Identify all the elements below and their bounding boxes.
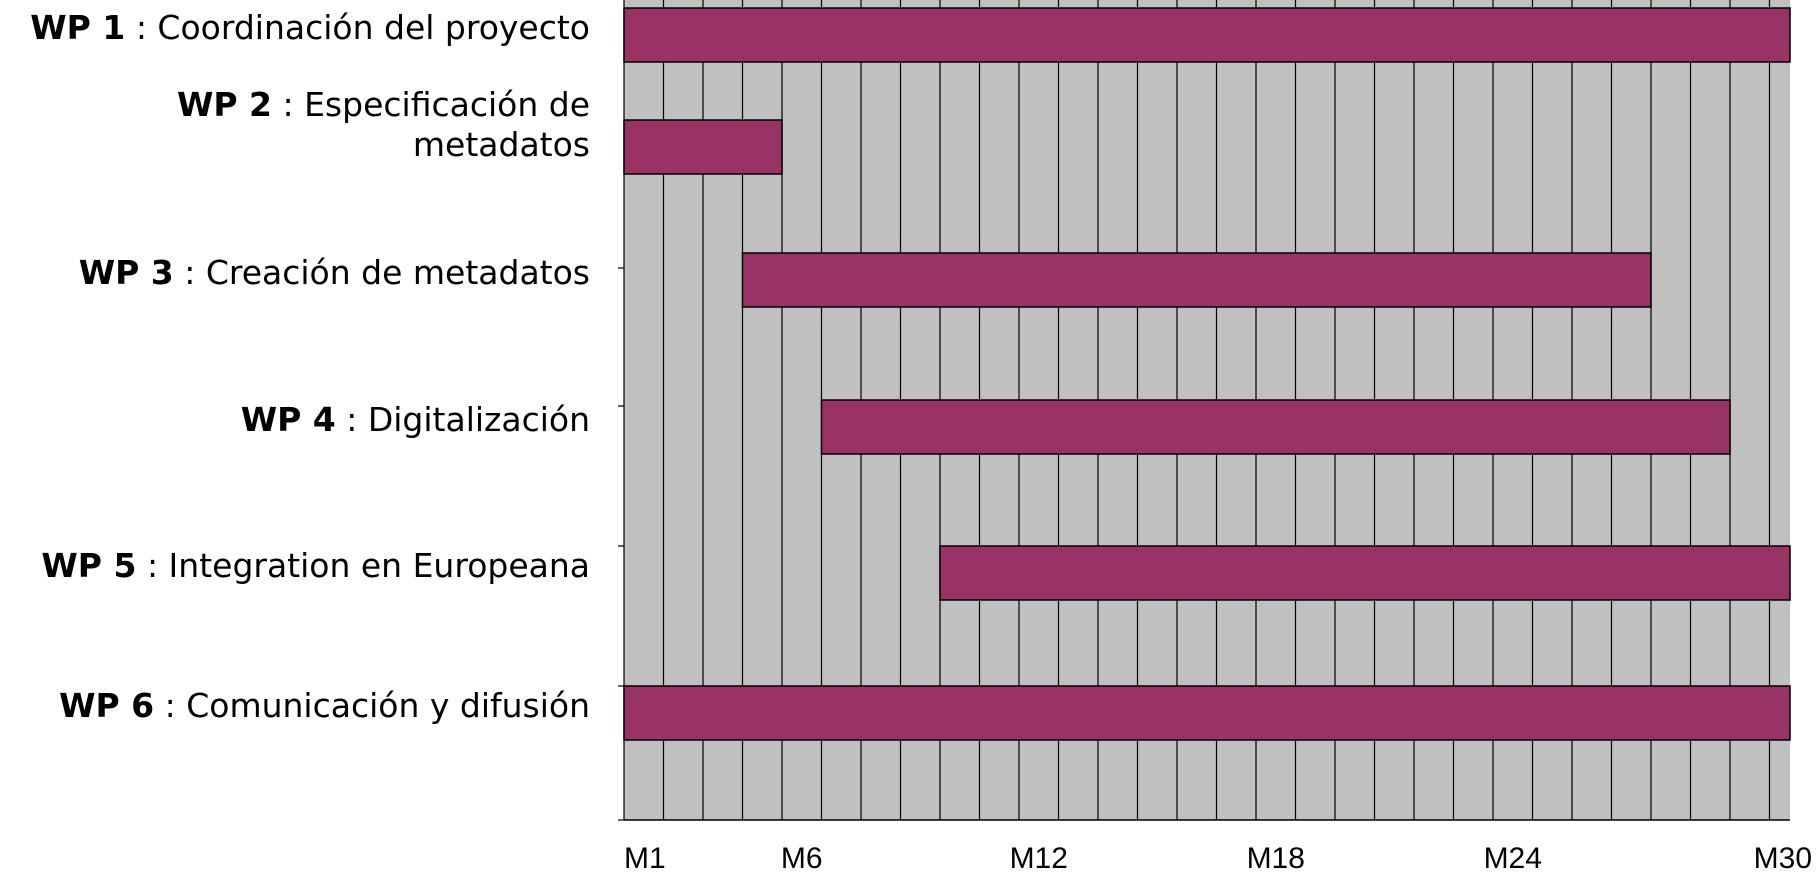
task-bar-wp5 — [939, 545, 1791, 601]
task-bar-wp2 — [623, 119, 783, 175]
task-bar-wp3 — [741, 252, 1652, 308]
x-axis: M1 M6 M12 M18 M24 M30 — [618, 267, 1812, 873]
x-tick-label: M12 — [1010, 842, 1068, 873]
task-bar-wp1 — [623, 7, 1791, 63]
task-labels: WP 1 : Coordinación del proyecto WP 2 : E… — [30, 8, 590, 725]
task-label-wp2: WP 2 : Especificación de — [177, 85, 590, 124]
task-label-wp2-line2: metadatos — [413, 125, 590, 164]
x-tick-label: M1 — [624, 842, 666, 873]
task-bar-wp6 — [623, 685, 1791, 741]
task-bars — [623, 7, 1791, 741]
x-tick-label: M6 — [781, 842, 823, 873]
x-tick-label: M30 — [1754, 842, 1812, 873]
task-bar-wp4 — [820, 399, 1731, 455]
x-tick-label: M24 — [1484, 842, 1542, 873]
x-tick-label: M18 — [1247, 842, 1305, 873]
task-label-wp4: WP 4 : Digitalización — [241, 400, 590, 439]
task-label-wp5: WP 5 : Integration en Europeana — [41, 546, 590, 585]
task-label-wp6: WP 6 : Comunicación y difusión — [59, 686, 590, 725]
task-label-wp3: WP 3 : Creación de metadatos — [79, 253, 590, 292]
task-label-wp1: WP 1 : Coordinación del proyecto — [30, 8, 590, 47]
